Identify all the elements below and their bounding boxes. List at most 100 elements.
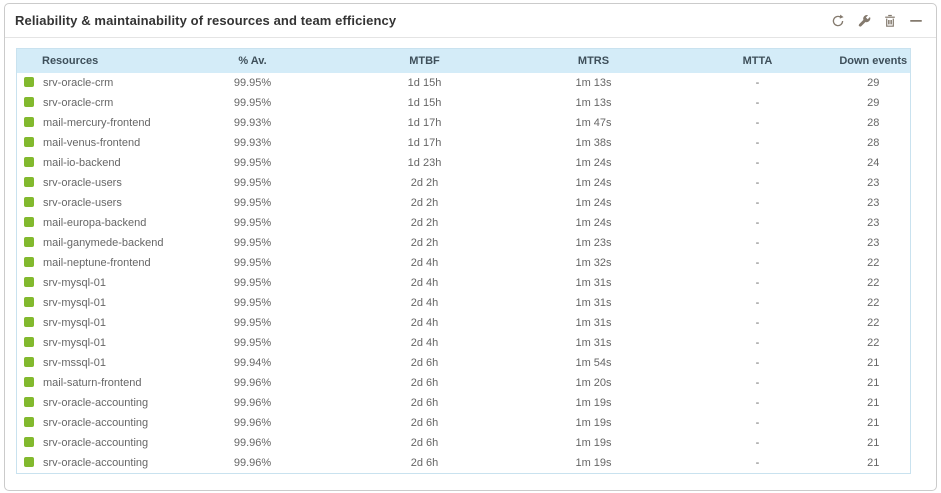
mtta-value: - xyxy=(755,397,760,409)
mtrs-value: 1m 31s xyxy=(575,277,612,289)
status-ok-icon xyxy=(24,397,34,407)
availability-value: 99.96% xyxy=(233,377,272,389)
minus-icon[interactable] xyxy=(908,13,924,29)
status-ok-icon xyxy=(24,377,34,387)
mtrs-value: 1m 19s xyxy=(575,397,612,409)
table-row: srv-mysql-01 99.95% 2d 4h 1m 31s - 22 xyxy=(17,293,911,313)
mtrs-value: 1m 19s xyxy=(575,457,612,469)
mtrs-value: 1m 47s xyxy=(575,117,612,129)
table-row: mail-europa-backend 99.95% 2d 2h 1m 24s … xyxy=(17,213,911,233)
refresh-icon[interactable] xyxy=(830,13,846,29)
status-ok-icon xyxy=(24,217,34,227)
wrench-icon[interactable] xyxy=(856,13,872,29)
table-row: mail-ganymede-backend 99.95% 2d 2h 1m 23… xyxy=(17,233,911,253)
status-ok-icon xyxy=(24,137,34,147)
mtrs-value: 1m 20s xyxy=(575,377,612,389)
availability-value: 99.93% xyxy=(233,117,272,129)
column-header-availability: % Av. xyxy=(164,48,341,73)
mtrs-value: 1m 13s xyxy=(575,97,612,109)
table-row: srv-mysql-01 99.95% 2d 4h 1m 31s - 22 xyxy=(17,313,911,333)
mtta-value: - xyxy=(755,97,760,109)
table-row: srv-oracle-accounting 99.96% 2d 6h 1m 19… xyxy=(17,433,911,453)
down-events-value: 21 xyxy=(867,397,880,409)
mtta-value: - xyxy=(755,317,760,329)
mtta-value: - xyxy=(755,157,760,169)
status-ok-icon xyxy=(24,237,34,247)
table-row: srv-oracle-users 99.95% 2d 2h 1m 24s - 2… xyxy=(17,193,911,213)
mtta-value: - xyxy=(755,337,760,349)
mtta-value: - xyxy=(755,377,760,389)
table-row: srv-oracle-crm 99.95% 1d 15h 1m 13s - 29 xyxy=(17,93,911,113)
mtta-value: - xyxy=(755,197,760,209)
status-ok-icon xyxy=(24,177,34,187)
mtta-value: - xyxy=(755,297,760,309)
mtta-value: - xyxy=(755,417,760,429)
mtrs-value: 1m 32s xyxy=(575,257,612,269)
mtbf-value: 2d 4h xyxy=(410,337,439,349)
down-events-value: 23 xyxy=(867,237,880,249)
availability-value: 99.96% xyxy=(233,437,272,449)
mtbf-value: 1d 15h xyxy=(407,97,442,109)
down-events-value: 28 xyxy=(867,117,880,129)
availability-value: 99.95% xyxy=(233,177,272,189)
trash-icon[interactable] xyxy=(882,13,898,29)
mtta-value: - xyxy=(755,217,760,229)
resource-name: srv-oracle-accounting xyxy=(43,457,149,469)
availability-value: 99.95% xyxy=(233,337,272,349)
widget-titlebar: Reliability & maintainability of resourc… xyxy=(5,4,936,38)
table-row: mail-neptune-frontend 99.95% 2d 4h 1m 32… xyxy=(17,253,911,273)
down-events-value: 22 xyxy=(867,337,880,349)
mtbf-value: 2d 2h xyxy=(410,237,439,249)
mtta-value: - xyxy=(755,137,760,149)
column-header-down-events: Down events xyxy=(836,48,911,73)
mtbf-value: 2d 6h xyxy=(410,377,439,389)
mtbf-value: 1d 17h xyxy=(407,117,442,129)
status-ok-icon xyxy=(24,277,34,287)
status-ok-icon xyxy=(24,357,34,367)
mtbf-value: 2d 4h xyxy=(410,257,439,269)
table-row: mail-venus-frontend 99.93% 1d 17h 1m 38s… xyxy=(17,133,911,153)
mtrs-value: 1m 24s xyxy=(575,157,612,169)
resource-name: mail-neptune-frontend xyxy=(43,257,151,269)
mtbf-value: 2d 6h xyxy=(410,357,439,369)
mtbf-value: 2d 4h xyxy=(410,297,439,309)
column-header-mtta: MTTA xyxy=(678,48,837,73)
availability-value: 99.93% xyxy=(233,137,272,149)
mtta-value: - xyxy=(755,357,760,369)
mtta-value: - xyxy=(755,277,760,289)
down-events-value: 21 xyxy=(867,437,880,449)
resource-name: mail-saturn-frontend xyxy=(43,377,142,389)
resource-name: mail-mercury-frontend xyxy=(43,117,151,129)
down-events-value: 23 xyxy=(867,217,880,229)
mtrs-value: 1m 13s xyxy=(575,77,612,89)
resource-name: mail-ganymede-backend xyxy=(43,237,164,249)
availability-value: 99.95% xyxy=(233,97,272,109)
mtta-value: - xyxy=(755,437,760,449)
down-events-value: 24 xyxy=(867,157,880,169)
table-row: srv-oracle-accounting 99.96% 2d 6h 1m 19… xyxy=(17,453,911,474)
availability-value: 99.95% xyxy=(233,77,272,89)
resource-name: srv-mysql-01 xyxy=(43,337,106,349)
column-header-resources: Resources xyxy=(16,48,165,73)
down-events-value: 21 xyxy=(867,357,880,369)
availability-value: 99.96% xyxy=(233,397,272,409)
down-events-value: 29 xyxy=(867,97,880,109)
status-ok-icon xyxy=(24,97,34,107)
down-events-value: 21 xyxy=(867,377,880,389)
mtta-value: - xyxy=(755,237,760,249)
column-header-mtrs: MTRS xyxy=(508,48,679,73)
mtbf-value: 2d 2h xyxy=(410,217,439,229)
table-row: srv-mysql-01 99.95% 2d 4h 1m 31s - 22 xyxy=(17,273,911,293)
mtbf-value: 1d 15h xyxy=(407,77,442,89)
resource-name: srv-mysql-01 xyxy=(43,317,106,329)
mtrs-value: 1m 31s xyxy=(575,337,612,349)
mtbf-value: 2d 4h xyxy=(410,277,439,289)
mtta-value: - xyxy=(755,457,760,469)
status-ok-icon xyxy=(24,337,34,347)
resource-name: mail-venus-frontend xyxy=(43,137,141,149)
widget-title: Reliability & maintainability of resourc… xyxy=(15,13,397,28)
status-ok-icon xyxy=(24,317,34,327)
mtrs-value: 1m 38s xyxy=(575,137,612,149)
mtbf-value: 2d 2h xyxy=(410,197,439,209)
availability-value: 99.94% xyxy=(233,357,272,369)
